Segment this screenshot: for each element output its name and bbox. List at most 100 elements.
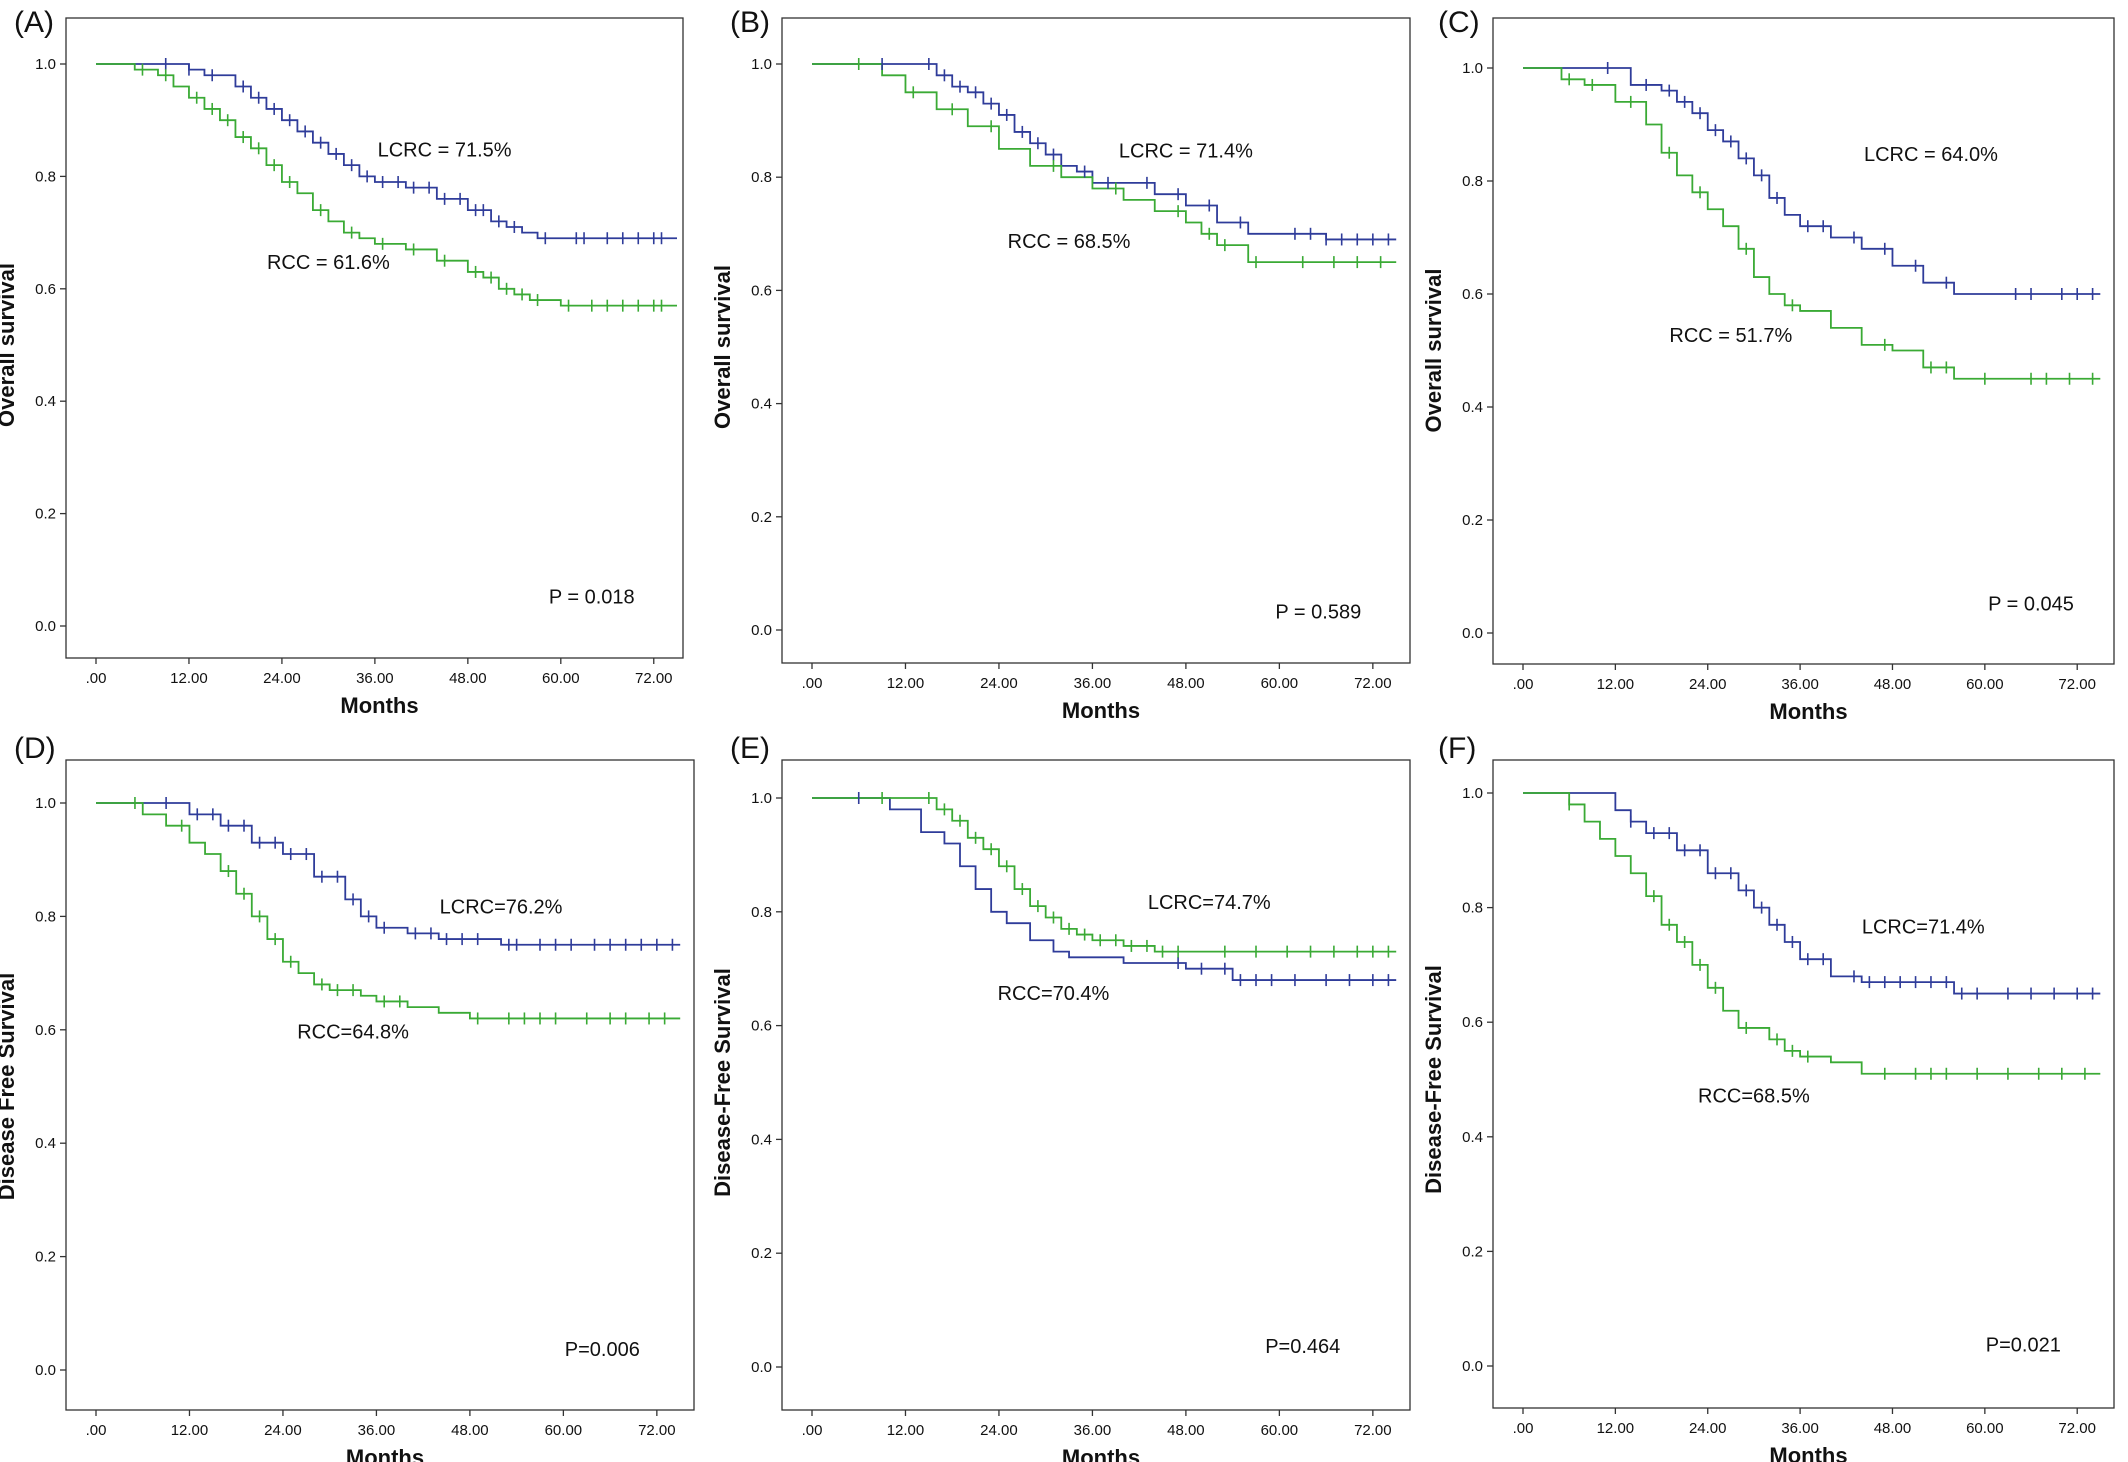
curve-annotation: LCRC=76.2% [440,897,563,919]
rcc-survival-curve [1523,792,2101,1075]
panel-label: (F) [1438,732,1476,765]
x-tick-label: .00 [86,670,107,687]
y-tick-label: 0.0 [35,1362,56,1379]
x-tick-label: 48.00 [449,670,487,687]
y-axis-title: Disease Free Survival [0,973,19,1200]
rcc-survival-curve [812,63,1397,263]
x-axis-title: Months [340,693,418,718]
x-tick-label: .00 [1513,676,1534,693]
x-axis-title: Months [1769,699,1847,724]
curve-annotation: RCC = 68.5% [1008,231,1131,253]
y-tick-label: 1.0 [751,56,772,73]
curve-annotation: LCRC = 71.5% [378,140,512,162]
x-axis-title: Months [346,1445,424,1462]
x-tick-label: 48.00 [1167,1422,1205,1439]
curve-annotation: LCRC = 64.0% [1864,144,1998,166]
y-tick-label: 0.4 [751,396,772,413]
y-tick-label: 0.2 [35,1249,56,1266]
y-tick-label: 0.4 [1462,1129,1483,1146]
x-tick-label: .00 [802,1422,823,1439]
y-tick-label: 0.0 [1462,1358,1483,1375]
y-tick-label: 0.0 [751,1359,772,1376]
panel-label: (B) [730,6,770,39]
panel-1: (A) 0.0 0.2 0.4 0.6 0.8 1.0 .00 12.00 24.00 36.00 4… [0,6,684,718]
x-tick-label: 36.00 [1781,676,1819,693]
x-tick-label: 24.00 [263,670,301,687]
y-tick-label: 0.2 [1462,1243,1483,1260]
panel-label: (C) [1438,6,1480,39]
y-tick-label: 0.0 [751,622,772,639]
y-tick-label: 0.8 [35,908,56,925]
x-tick-label: 12.00 [887,675,925,692]
y-axis-title: Overall survival [1421,269,1446,433]
x-tick-label: 12.00 [171,1422,209,1439]
y-tick-label: 0.0 [35,618,56,635]
curve-annotation: LCRC=74.7% [1148,892,1271,914]
y-axis-title: Overall survival [710,265,735,429]
y-axis-title: Disease-Free Survival [1421,965,1446,1194]
y-tick-label: 0.0 [1462,625,1483,642]
x-tick-label: 48.00 [1167,675,1205,692]
x-tick-label: 36.00 [1074,675,1112,692]
rcc-survival-curve [812,797,1397,953]
y-tick-label: 0.6 [751,1018,772,1035]
y-tick-label: 0.4 [35,393,56,410]
y-tick-label: 0.8 [1462,173,1483,190]
curve-annotation: LCRC = 71.4% [1119,140,1253,162]
x-tick-label: .00 [802,675,823,692]
curve-annotation: RCC=64.8% [297,1021,409,1043]
x-tick-label: 12.00 [170,670,208,687]
x-tick-label: 60.00 [1966,1420,2004,1437]
x-tick-label: 60.00 [1261,1422,1299,1439]
plot-frame [1492,17,2115,665]
lcrc-survival-curve [1523,792,2101,995]
panel-5: (E) 0.0 0.2 0.4 0.6 0.8 1.0 .00 12.00 24.00 36.00 4… [710,732,1411,1462]
y-tick-label: 0.2 [751,509,772,526]
plot-frame [65,17,684,659]
y-tick-label: 0.2 [1462,512,1483,529]
x-axis-title: Months [1062,698,1140,723]
x-tick-label: 12.00 [1597,676,1635,693]
x-tick-label: .00 [1513,1420,1534,1437]
x-tick-label: 72.00 [1354,675,1392,692]
plot-frame [781,759,1411,1411]
panel-label: (D) [14,732,56,765]
x-tick-label: 72.00 [2058,1420,2096,1437]
rcc-survival-curve [96,802,681,1020]
x-tick-label: 48.00 [1874,1420,1912,1437]
plot-frame [1492,759,2115,1409]
x-tick-label: 24.00 [1689,676,1727,693]
y-tick-label: 0.6 [35,1022,56,1039]
lcrc-survival-curve [812,797,1397,981]
p-value: P=0.021 [1986,1335,2061,1357]
panel-4: (D) 0.0 0.2 0.4 0.6 0.8 1.0 .00 12.00 24.00 36.00 4… [0,732,695,1462]
x-tick-label: 36.00 [1074,1422,1112,1439]
y-tick-label: 1.0 [1462,785,1483,802]
x-tick-label: 60.00 [1261,675,1299,692]
curve-annotation: RCC=68.5% [1698,1085,1810,1107]
y-tick-label: 1.0 [35,56,56,73]
y-tick-label: 0.4 [751,1131,772,1148]
lcrc-survival-curve [96,63,677,240]
curve-annotation: RCC=70.4% [998,983,1110,1005]
x-tick-label: 48.00 [451,1422,489,1439]
y-tick-label: 1.0 [751,790,772,807]
y-tick-label: 0.8 [35,168,56,185]
y-axis-title: Disease-Free Survival [710,968,735,1197]
panel-3: (C) 0.0 0.2 0.4 0.6 0.8 1.0 .00 12.00 24.00 36.00 4… [1421,6,2115,724]
x-tick-label: 60.00 [545,1422,583,1439]
y-tick-label: 0.8 [751,904,772,921]
y-tick-label: 0.8 [1462,900,1483,917]
x-axis-title: Months [1062,1445,1140,1462]
p-value: P = 0.018 [549,587,635,609]
panel-2: (B) 0.0 0.2 0.4 0.6 0.8 1.0 .00 12.00 24.00 36.00 4… [710,6,1411,723]
x-tick-label: 60.00 [542,670,580,687]
plot-frame [781,17,1411,664]
x-tick-label: 24.00 [1689,1420,1727,1437]
y-axis-title: Overall survival [0,263,19,427]
panel-label: (E) [730,732,770,765]
y-tick-label: 1.0 [1462,60,1483,77]
x-tick-label: 24.00 [980,675,1018,692]
curve-annotation: LCRC=71.4% [1862,916,1985,938]
x-tick-label: 72.00 [638,1422,676,1439]
